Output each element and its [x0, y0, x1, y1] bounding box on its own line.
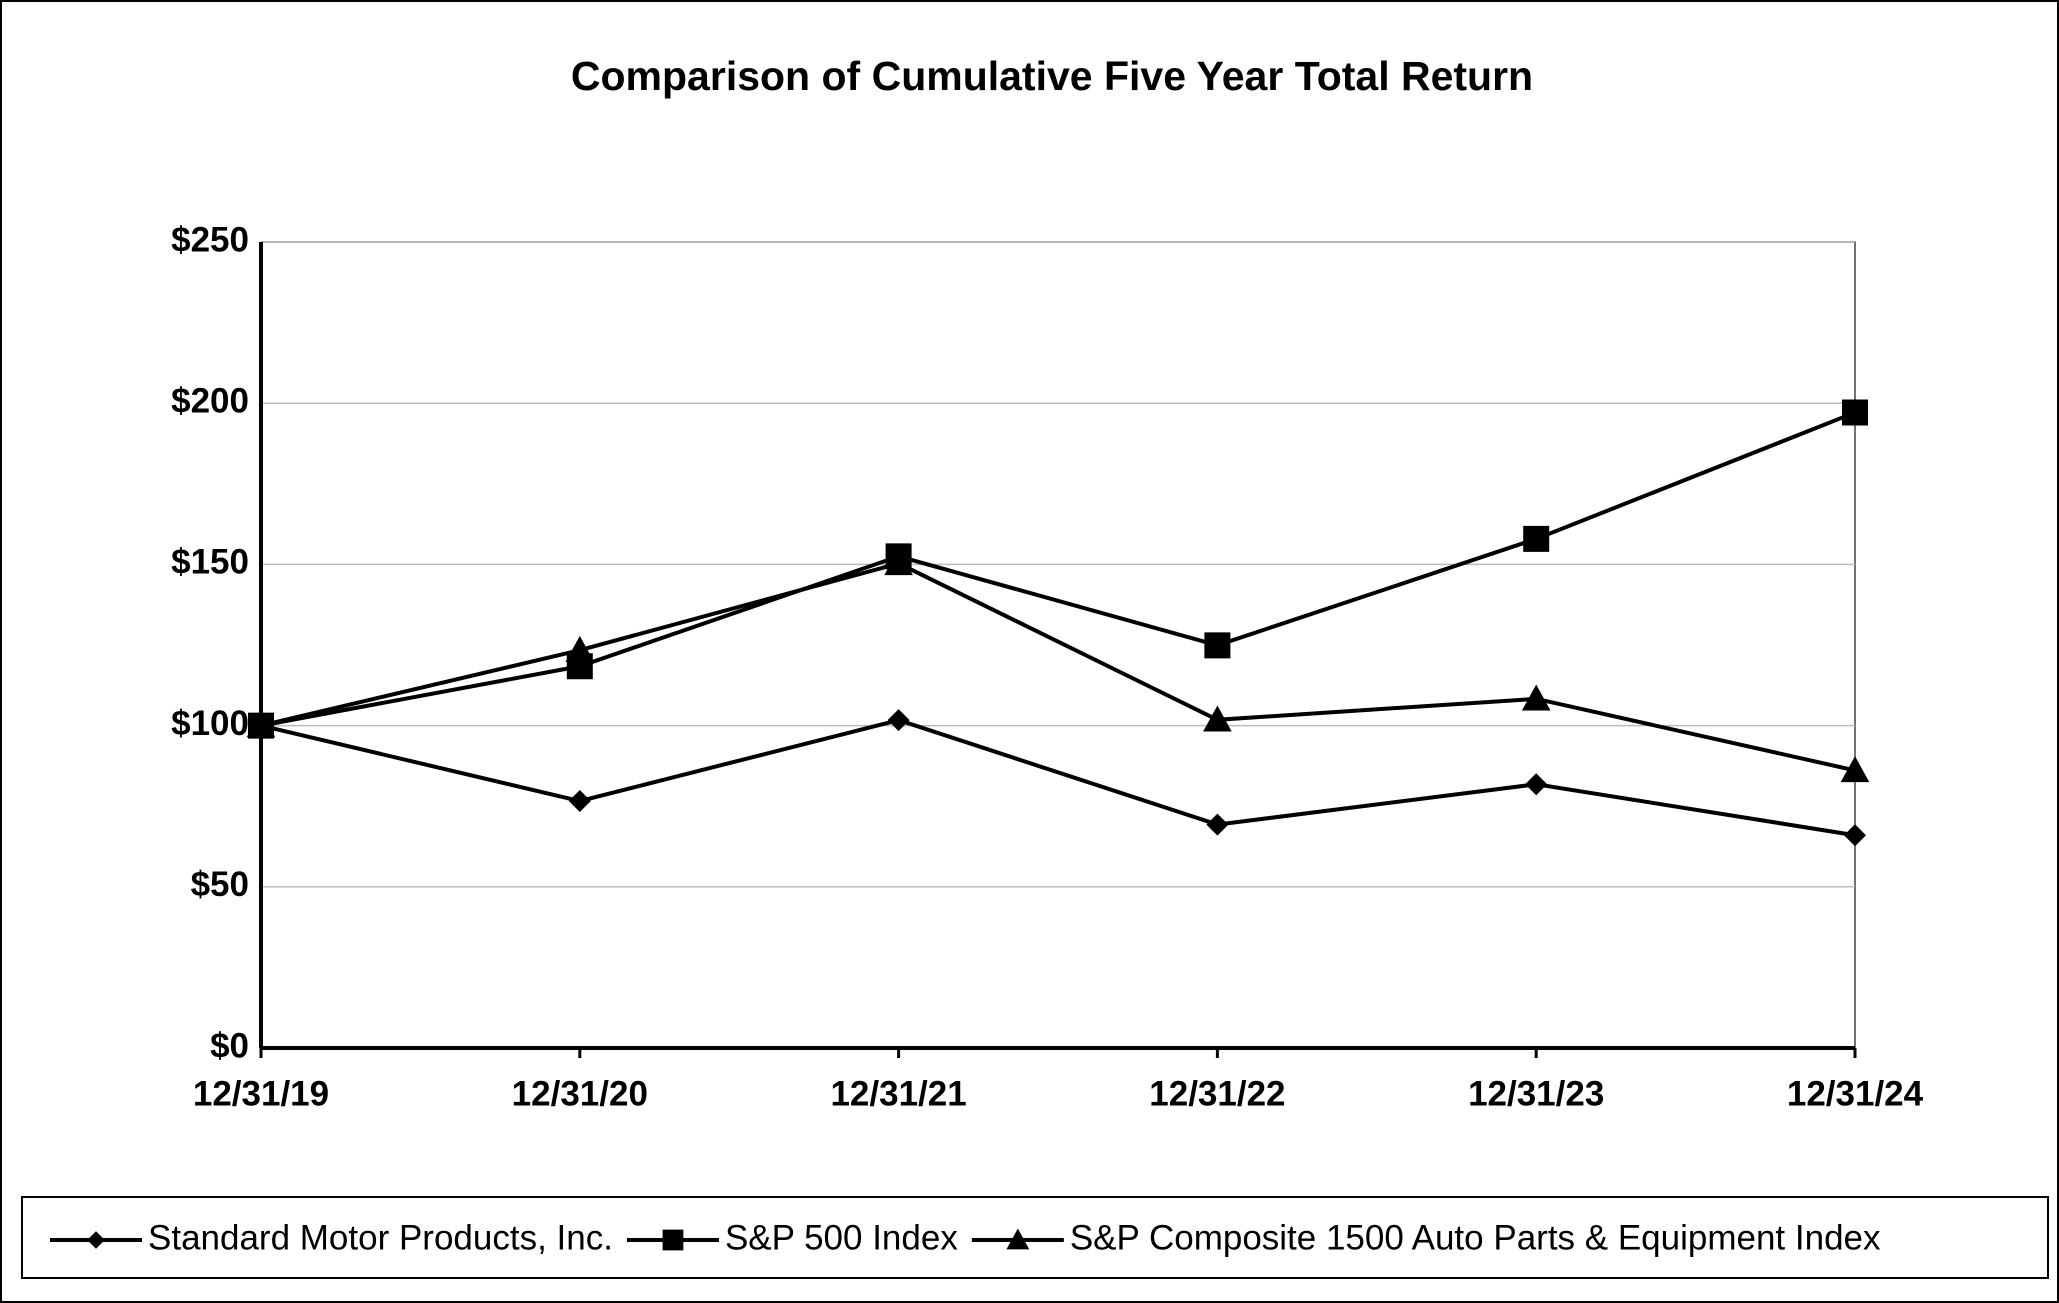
- legend-box: [21, 1196, 2049, 1279]
- x-tick-label: 12/31/23: [1468, 1074, 1604, 1113]
- marker: [1204, 632, 1231, 659]
- y-tick-label: $100: [171, 704, 249, 743]
- x-tick-label: 12/31/24: [1787, 1074, 1924, 1113]
- y-tick-label: $150: [171, 543, 249, 582]
- marker: [87, 1231, 105, 1249]
- y-tick-label: $50: [191, 865, 249, 904]
- y-tick-label: $0: [210, 1026, 249, 1065]
- x-tick-label: 12/31/20: [512, 1074, 648, 1113]
- series-line: [260, 561, 1856, 773]
- marker: [1844, 824, 1866, 847]
- marker: [887, 709, 910, 732]
- chart-title: Comparison of Cumulative Five Year Total…: [571, 53, 1533, 99]
- marker: [565, 635, 595, 662]
- legend-label: Standard Motor Products, Inc.: [148, 1218, 613, 1257]
- marker: [1525, 773, 1548, 796]
- x-tick-label: 12/31/19: [193, 1074, 329, 1113]
- marker: [1206, 813, 1229, 836]
- marker: [1840, 756, 1870, 783]
- marker: [1203, 705, 1232, 732]
- x-tick-label: 12/31/21: [830, 1074, 966, 1113]
- series-line: [260, 410, 1856, 728]
- x-tick-label: 12/31/22: [1149, 1074, 1285, 1113]
- marker: [246, 711, 276, 738]
- marker: [662, 1229, 684, 1251]
- marker: [1006, 1228, 1030, 1250]
- marker: [1521, 684, 1551, 711]
- legend-label: S&P 500 Index: [725, 1218, 958, 1257]
- legend-label: S&P Composite 1500 Auto Parts & Equipmen…: [1070, 1218, 1881, 1257]
- marker: [1523, 525, 1550, 552]
- marker: [1842, 399, 1868, 426]
- marker: [884, 549, 913, 576]
- y-tick-label: $250: [171, 220, 249, 259]
- series-line: [260, 718, 1856, 838]
- marker: [568, 790, 591, 813]
- y-tick-label: $200: [171, 381, 249, 420]
